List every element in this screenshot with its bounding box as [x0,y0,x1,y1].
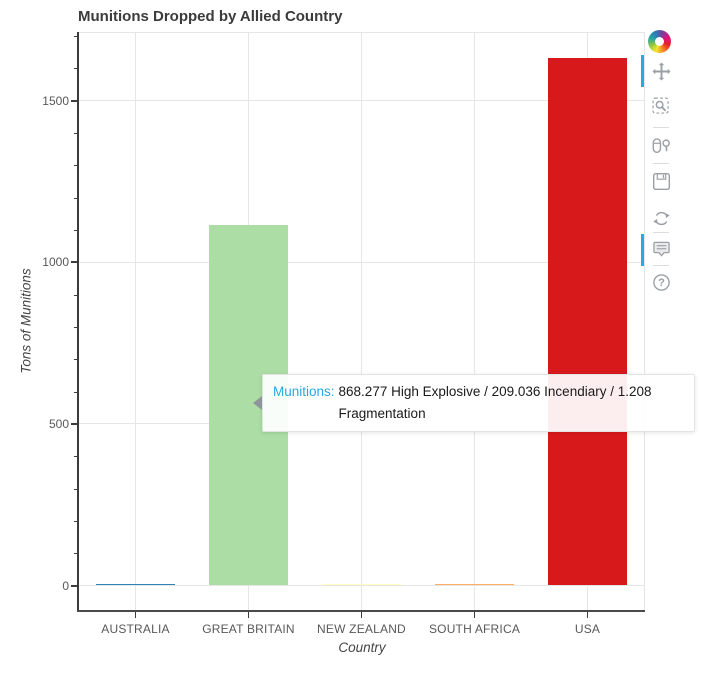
tooltip-value-line1: 868.277 High Explosive / 209.036 Incendi… [338,384,652,399]
bokeh-toolbar: ? [641,0,685,300]
y-major-tick [71,584,78,587]
toolbar-separator [653,232,669,233]
move-icon [652,62,670,80]
toolbar-separator [653,265,669,266]
y-minor-tick [74,391,78,393]
wheel-zoom-tool-button[interactable] [641,131,681,159]
y-minor-tick [74,456,78,458]
bokeh-logo-hole [655,37,664,46]
x-tick-label: USA [574,622,601,636]
x-major-tick [247,612,250,618]
bokeh-logo[interactable] [648,30,671,53]
help-tool-button[interactable]: ? [641,268,681,296]
reset-icon [652,211,670,225]
x-major-tick [134,612,137,618]
box-zoom-tool-button[interactable] [641,91,681,119]
x-tick-label: GREAT BRITAIN [202,622,295,636]
hover-tool-button[interactable] [641,234,681,266]
y-minor-tick [74,229,78,231]
box-zoom-icon [651,97,669,114]
v-gridline [474,32,475,611]
y-minor-tick [74,35,78,37]
bar-south-africa[interactable] [435,583,514,586]
y-minor-tick [74,197,78,199]
reset-tool-button[interactable] [641,204,681,232]
hover-active-indicator [641,234,644,266]
x-major-tick [473,612,476,618]
save-icon [652,172,670,190]
x-tick-label: SOUTH AFRICA [428,622,521,636]
plot-outline-top [79,32,644,33]
y-minor-tick [74,165,78,167]
x-axis-line [77,610,645,612]
y-tick-label: 500 [48,416,69,431]
y-major-tick [71,261,78,264]
y-minor-tick [74,294,78,296]
toolbar-separator [653,163,669,164]
v-gridline [135,32,136,611]
hover-tooltip-icon [652,241,670,257]
y-major-tick [71,99,78,102]
x-major-tick [360,612,363,618]
y-tick-label: 1500 [42,93,69,108]
bar-australia[interactable] [96,583,175,586]
pan-tool-button[interactable] [641,55,681,87]
wheel-zoom-icon [652,137,670,153]
bar-new-zealand[interactable] [322,583,401,586]
toolbar-separator [653,127,669,128]
y-minor-tick [74,68,78,70]
x-major-tick [586,612,589,618]
y-minor-tick [74,488,78,490]
y-minor-tick [74,553,78,555]
bar-usa[interactable] [548,57,627,586]
y-axis-label: Tons of Munitions [18,268,34,374]
hover-tooltip: Munitions: 868.277 High Explosive / 209.… [262,374,695,432]
x-tick-label: AUSTRALIA [101,622,170,636]
v-gridline [361,32,362,611]
save-tool-button[interactable] [641,167,681,195]
y-minor-tick [74,359,78,361]
y-minor-tick [74,326,78,328]
y-tick-label: 1000 [42,255,69,270]
y-major-tick [71,422,78,425]
x-axis-label: Country [338,640,386,655]
tooltip-value-line2: Fragmentation [338,406,426,421]
chart-title: Munitions Dropped by Allied Country [78,8,343,25]
y-tick-label: 0 [62,578,69,593]
tooltip-arrow-icon [253,396,262,410]
y-axis-line [77,32,79,612]
help-icon: ? [652,273,670,291]
tooltip-field-label: Munitions: [273,384,335,399]
x-tick-label: NEW ZEALAND [317,622,406,636]
tooltip-value: 868.277 High Explosive / 209.036 Incendi… [339,381,652,425]
pan-active-indicator [641,55,644,87]
svg-text:?: ? [658,276,665,288]
plot-outline-right [644,32,645,611]
y-minor-tick [74,520,78,522]
y-minor-tick [74,132,78,134]
